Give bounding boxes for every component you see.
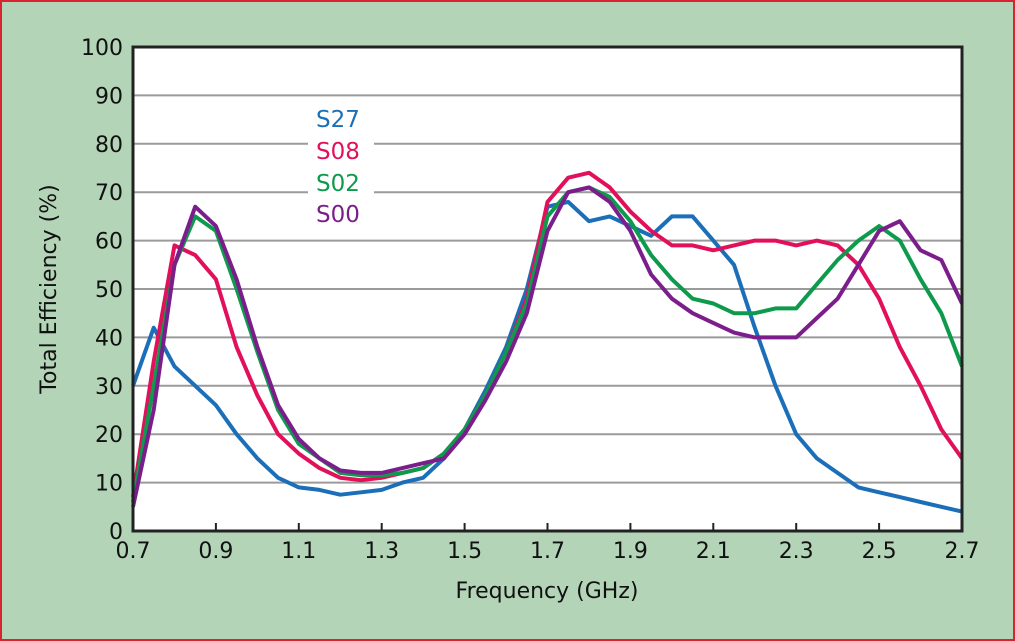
x-tick-label: 1.9 [613,539,648,564]
y-tick-label: 80 [95,133,123,158]
y-tick-label: 90 [95,84,123,109]
x-tick-label: 2.5 [862,539,897,564]
legend-s00: S00 [316,202,360,228]
y-tick-label: 30 [95,375,123,400]
x-tick-label: 0.9 [198,539,233,564]
y-tick-label: 20 [95,423,123,448]
y-tick-label: 40 [95,326,123,351]
legend-s27: S27 [316,107,360,133]
x-tick-label: 2.1 [696,539,731,564]
y-tick-label: 10 [95,472,123,497]
x-tick-label: 2.3 [779,539,814,564]
x-tick-label: 1.1 [281,539,316,564]
x-tick-label: 1.3 [364,539,399,564]
y-tick-label: 60 [95,230,123,255]
legend-background [308,100,374,228]
series-line-s00 [131,185,964,508]
x-tick-label: 1.7 [530,539,565,564]
y-tick-label: 50 [95,278,123,303]
x-tick-label: 1.5 [447,539,482,564]
legend-s08: S08 [316,139,360,165]
y-tick-label: 100 [81,36,123,61]
legend-s02: S02 [316,171,360,197]
x-tick-label: 2.7 [945,539,980,564]
y-tick-label: 70 [95,181,123,206]
y-axis-label: Total Efficiency (%) [37,184,62,394]
x-axis-label: Frequency (GHz) [456,579,639,604]
y-tick-label: 0 [109,520,123,545]
x-tick-label: 0.7 [116,539,151,564]
series-line-s08 [131,170,964,498]
